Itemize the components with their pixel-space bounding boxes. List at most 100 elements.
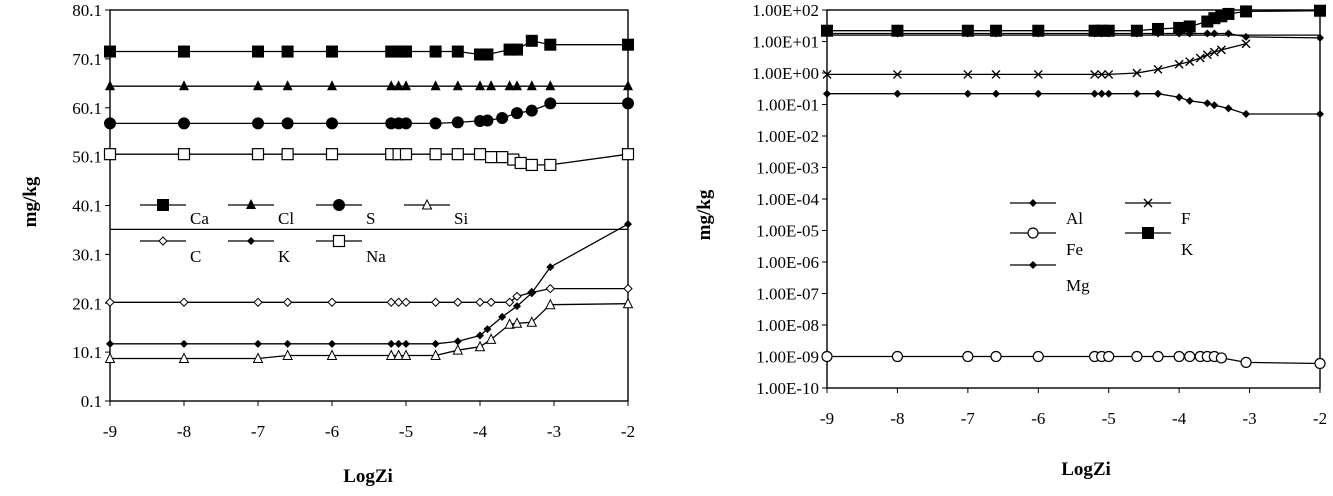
right-x-tick-label: -4 [1172,409,1187,428]
right-legend-marker [1143,198,1153,208]
left-data-point [400,45,412,58]
left-data-point [473,148,487,161]
right-data-point [961,24,974,37]
right-data-point [821,350,833,363]
left-data-point [544,298,556,310]
right-data-point [1097,89,1106,98]
right-data-point [1130,24,1143,37]
right-data-point [1242,32,1251,41]
left-data-point [325,148,339,161]
right-data-point [1088,24,1101,37]
right-data-point [990,350,1002,363]
right-data-point [1314,4,1326,17]
left-data-point [178,352,190,363]
left-series-si [104,297,634,363]
left-data-point [430,349,441,361]
right-x-tick-label: -9 [820,409,834,428]
right-data-point [1241,39,1251,49]
left-y-tick-label: 60.1 [72,99,102,118]
right-y-tick-label: 1.00E-06 [756,253,819,272]
left-data-point [481,114,494,127]
left-data-point [621,148,635,161]
left-series-c [105,283,633,307]
right-data-point [1173,21,1186,34]
left-legend-marker [158,236,168,246]
right-y-tick-label: 1.00E-04 [756,190,819,209]
right-data-point [1183,20,1196,33]
left-data-point [513,302,521,311]
right-plot-frame [826,9,1321,389]
left-data-point [430,80,441,91]
right-data-point [821,24,833,37]
left-data-point [106,339,114,348]
right-legend-label-mg: Mg [1066,276,1090,295]
right-legend-label-k: K [1181,240,1194,259]
right-data-point [1097,69,1107,79]
left-data-point [326,349,338,361]
left-data-point [180,339,188,348]
right-y-tick-label: 1.00E-09 [756,348,819,367]
left-data-point [429,117,442,130]
right-data-point [1222,7,1235,20]
left-data-point [475,80,485,91]
left-data-point [327,80,337,91]
left-data-point [453,297,463,307]
left-data-point [105,80,115,91]
left-data-point [622,97,634,110]
left-data-point [512,291,522,302]
left-data-point [281,117,294,130]
left-data-point [402,339,410,348]
left-data-point [474,340,486,352]
left-data-point [177,148,191,161]
left-data-point [496,112,509,125]
right-data-point [1104,69,1114,79]
right-data-point [1224,104,1233,113]
right-data-point [891,350,904,363]
left-data-point [504,80,515,91]
right-y-tick-label: 1.00E+00 [752,64,819,83]
left-data-point [525,158,538,172]
left-data-point [281,45,294,58]
right-data-point [823,89,831,98]
right-series-k [821,4,1326,37]
left-data-point [401,297,411,307]
left-data-point [545,283,556,294]
left-data-point [486,80,497,91]
left-data-point [525,34,538,47]
left-y-tick-label: 0.1 [81,392,102,411]
left-data-point [525,104,538,117]
left-data-point [511,43,523,56]
left-y-tick-label: 20.1 [72,294,102,313]
left-data-point [624,220,632,229]
left-data-point [282,80,293,91]
left-x-tick-label: -3 [547,422,561,441]
right-data-point [1209,47,1219,57]
right-legend-label-f: F [1181,209,1190,228]
left-data-point [326,45,338,58]
left-data-point [622,297,634,309]
left-data-point [179,297,189,307]
left-data-point [485,151,498,164]
right-data-point [1216,45,1226,55]
right-y-tick-label: 1.00E-07 [756,285,819,304]
left-data-point [251,148,265,161]
left-legend-label-c: C [190,247,201,266]
left-data-point [526,80,537,91]
left-y-tick-label: 50.1 [72,148,102,167]
left-data-point [252,45,264,58]
right-data-point [1090,69,1100,79]
right-legend-label-fe: Fe [1066,240,1083,259]
right-data-point [1095,24,1108,37]
left-data-point [400,349,412,361]
right-data-point [991,69,1001,79]
left-data-point [452,80,463,91]
right-data-point [1316,33,1324,42]
left-data-point [386,297,396,307]
left-data-point [387,339,396,348]
left-data-point [282,297,293,307]
left-data-point [178,117,190,130]
left-legend-label-cl: Cl [278,209,294,228]
left-legend-marker [332,234,346,248]
left-data-point [399,148,413,161]
right-data-point [1132,68,1142,78]
